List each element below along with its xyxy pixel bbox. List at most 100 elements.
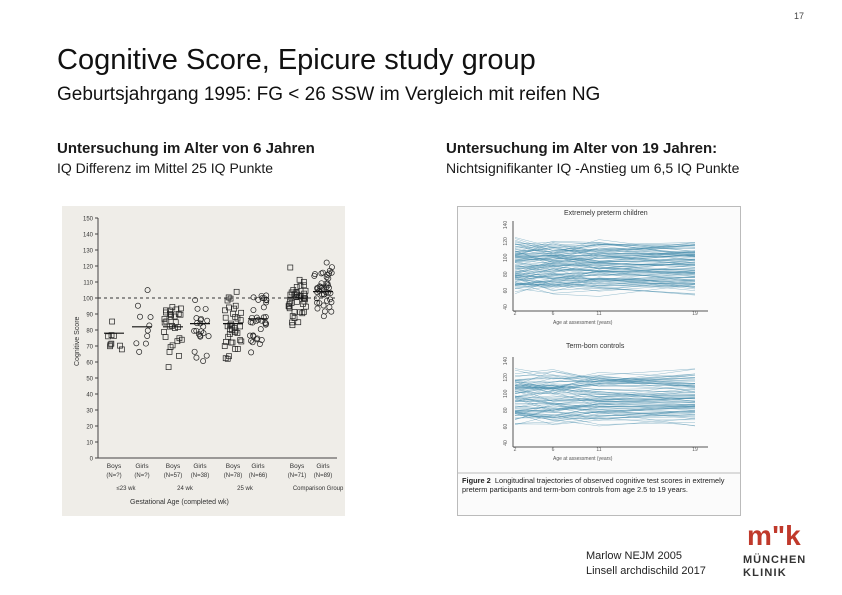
boy-score-mark xyxy=(174,338,181,345)
girl-score-mark xyxy=(248,337,254,344)
girl-score-mark xyxy=(255,296,262,303)
trajectory-line xyxy=(514,242,696,252)
girl-score-mark xyxy=(247,319,254,326)
trajectory-line xyxy=(514,374,696,388)
boy-score-mark xyxy=(293,294,300,301)
group-n-label: (N=57) xyxy=(164,473,183,479)
boy-score-mark xyxy=(108,332,115,338)
y-axis-label: Cognitive Score xyxy=(74,316,81,366)
trajectory-line xyxy=(514,244,696,249)
girl-score-mark xyxy=(328,308,335,315)
trajectory-line xyxy=(514,403,696,410)
top-x-axis-label: Age at assessment (years) xyxy=(553,320,613,326)
boy-score-mark xyxy=(162,334,169,340)
girl-score-mark xyxy=(328,264,335,271)
x-tick-label: 6 xyxy=(552,447,555,453)
boy-score-mark xyxy=(234,315,241,322)
girl-score-mark xyxy=(144,333,151,339)
trajectory-line xyxy=(514,268,696,278)
group-n-label: (N=78) xyxy=(224,473,243,479)
trajectory-line xyxy=(514,268,696,282)
y-tick-label: 80 xyxy=(86,329,93,335)
girl-score-mark xyxy=(328,299,335,306)
girl-score-mark xyxy=(325,275,332,282)
girl-score-mark xyxy=(248,314,255,321)
boy-score-mark xyxy=(226,304,232,311)
x-tick-label: 2 xyxy=(514,311,517,317)
girl-score-mark xyxy=(260,304,267,311)
y-tick-label: 120 xyxy=(503,373,509,382)
boy-score-mark xyxy=(222,307,228,314)
longitudinal-figure: Extremely preterm children 140 120 100 80 60… xyxy=(457,206,741,516)
trajectory-line xyxy=(514,403,696,417)
right-column-heading: Untersuchung im Alter von 19 Jahren: xyxy=(446,140,718,157)
logo-mk-mark: m"k xyxy=(747,520,801,551)
girl-score-mark xyxy=(134,302,141,309)
boy-score-mark xyxy=(225,333,232,340)
boy-score-mark xyxy=(295,319,302,326)
girl-score-mark xyxy=(327,290,334,296)
trajectory-line xyxy=(514,279,696,289)
trajectory-line xyxy=(514,245,696,258)
girl-score-mark xyxy=(136,348,143,355)
boy-score-mark xyxy=(301,282,307,289)
boy-score-mark xyxy=(161,329,167,335)
girl-score-mark xyxy=(133,340,140,347)
girl-score-mark xyxy=(324,271,331,278)
y-tick-label: 60 xyxy=(503,424,509,430)
boy-score-mark xyxy=(161,319,168,326)
girl-score-mark xyxy=(197,333,204,340)
age6-score-figure: Cognitive Score 150 140 130 120 110 100 90 80 70… xyxy=(62,206,345,516)
caption-text: Longitudinal trajectories of observed co… xyxy=(462,477,725,494)
boy-score-mark xyxy=(287,264,294,271)
y-tick-label: 110 xyxy=(83,281,93,287)
girl-score-mark xyxy=(194,305,201,312)
caption-label: Figure 2 xyxy=(462,477,491,485)
trajectory-line xyxy=(514,377,696,382)
girl-score-mark xyxy=(313,295,320,302)
y-tick-label: 120 xyxy=(503,237,509,246)
y-tick-label: 60 xyxy=(503,288,509,294)
girl-score-mark xyxy=(324,297,330,304)
boy-score-mark xyxy=(228,339,235,346)
boy-score-mark xyxy=(297,293,304,300)
trajectory-line xyxy=(514,251,696,257)
trajectory-line xyxy=(514,380,696,392)
boy-score-mark xyxy=(222,314,229,321)
trajectory-line xyxy=(514,396,696,407)
boy-score-mark xyxy=(166,349,173,355)
group-sex-label: Girls xyxy=(316,463,330,470)
boy-score-mark xyxy=(238,309,245,316)
trajectory-line xyxy=(514,275,696,285)
logo-mark: m"k MÜNCHEN KLINIK xyxy=(743,520,805,579)
bottom-x-axis-label: Age at assessment (years) xyxy=(553,456,613,462)
girl-score-mark xyxy=(262,319,269,326)
trajectory-line xyxy=(514,410,696,421)
slide-title: Cognitive Score, Epicure study group xyxy=(57,44,536,76)
y-tick-label: 40 xyxy=(86,393,93,399)
trajectory-line xyxy=(514,245,696,255)
girl-score-mark xyxy=(318,280,325,287)
boy-score-mark xyxy=(227,322,234,329)
trajectory-line xyxy=(514,276,696,280)
x-axis-label: Gestational Age (completed wk) xyxy=(130,499,229,506)
trajectory-line xyxy=(514,247,696,257)
boy-score-mark xyxy=(176,335,183,342)
boy-score-mark xyxy=(296,276,303,283)
boy-score-mark xyxy=(233,288,240,295)
trajectory-line xyxy=(514,398,696,402)
y-tick-label: 30 xyxy=(86,409,93,415)
group-age-label: Group xyxy=(327,486,344,492)
girl-score-mark xyxy=(258,317,265,324)
girl-score-mark xyxy=(137,313,143,320)
trajectory-line xyxy=(514,368,696,383)
group-age-label: 25 wk xyxy=(237,486,254,492)
trajectory-line xyxy=(514,405,696,412)
group-age-label: 24 wk xyxy=(177,486,194,492)
slide-subtitle: Geburtsjahrgang 1995: FG < 26 SSW im Ver… xyxy=(57,84,601,105)
girl-score-mark xyxy=(319,269,326,276)
girl-score-mark xyxy=(321,308,328,315)
trajectory-line xyxy=(514,262,696,275)
girl-score-mark xyxy=(262,314,269,320)
girl-score-mark xyxy=(250,294,257,301)
